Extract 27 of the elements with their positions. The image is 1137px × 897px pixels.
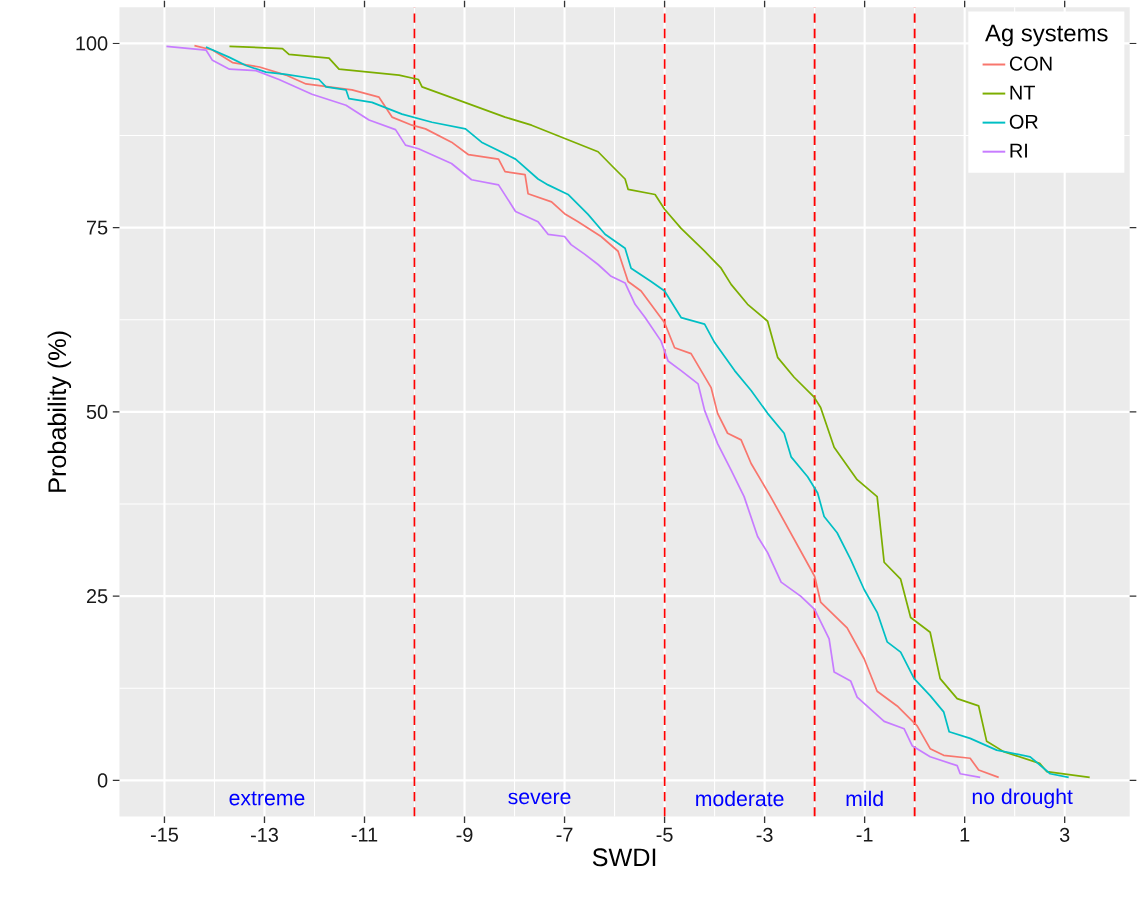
x-tick-label: 3 xyxy=(1059,827,1070,842)
y-tick-label: 75 xyxy=(87,220,108,235)
annotation: mild xyxy=(846,790,883,807)
annotation: no drought xyxy=(972,788,1073,809)
x-axis-title: SWDI xyxy=(592,848,656,867)
y-tick-label: 100 xyxy=(76,36,108,51)
legend-label: CON xyxy=(1009,56,1052,71)
y-tick-label: 50 xyxy=(86,404,108,419)
x-tick-label: -13 xyxy=(250,827,278,842)
x-tick-label: 1 xyxy=(960,827,970,842)
y-axis-title: Probability (%) xyxy=(47,331,72,492)
annotation: severe xyxy=(508,792,571,805)
legend-label: OR xyxy=(1009,114,1038,129)
x-tick-label: -3 xyxy=(756,827,773,842)
legend-label: RI xyxy=(1010,143,1027,158)
annotation: extreme xyxy=(229,791,305,806)
annotation: moderate xyxy=(696,790,784,807)
x-tick-label: -15 xyxy=(150,827,179,842)
x-tick-label: -5 xyxy=(656,827,673,842)
legend-title: Ag systems xyxy=(985,24,1108,47)
x-tick-label: -7 xyxy=(556,827,573,842)
legend-label: NT xyxy=(1010,85,1035,100)
x-tick-label: -11 xyxy=(351,827,378,842)
y-tick-label: 25 xyxy=(86,589,108,604)
x-tick-label: -1 xyxy=(856,827,873,842)
x-tick-label: -9 xyxy=(456,827,473,842)
y-tick-label: 0 xyxy=(97,773,108,788)
